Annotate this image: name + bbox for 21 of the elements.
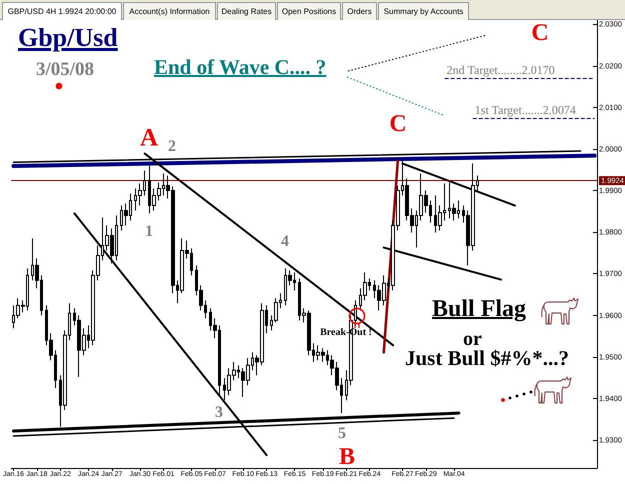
annotation: 2 bbox=[168, 138, 176, 155]
annotation: C bbox=[389, 111, 407, 137]
annotation: B bbox=[338, 444, 356, 470]
annotation: A bbox=[140, 124, 158, 152]
tab: Open Positions bbox=[277, 2, 341, 20]
ref-line-label: 2nd Target........2.0170 bbox=[446, 63, 555, 78]
tab: GBP/USD 4H 1.9924 20:00:00 bbox=[2, 2, 122, 20]
annotation: C bbox=[531, 20, 549, 46]
ref-line-label: 1st Target.......2.0074 bbox=[474, 103, 576, 118]
annotation: 3 bbox=[215, 404, 223, 421]
annotation: End of Wave C.... ? bbox=[154, 55, 326, 79]
tab: Summary by Accounts bbox=[378, 2, 469, 20]
chart-title: Gbp/Usd bbox=[18, 23, 118, 52]
annotation: 5 bbox=[338, 425, 346, 442]
annotation: Bull Flag bbox=[432, 296, 526, 322]
text: 3/05/08 bbox=[36, 59, 94, 80]
tab: Orders bbox=[342, 2, 377, 20]
annotation: 4 bbox=[281, 233, 289, 250]
tab: Account(s) Information bbox=[123, 2, 216, 20]
tab: Dealing Rates bbox=[217, 2, 276, 20]
annotation: 1 bbox=[145, 223, 153, 240]
